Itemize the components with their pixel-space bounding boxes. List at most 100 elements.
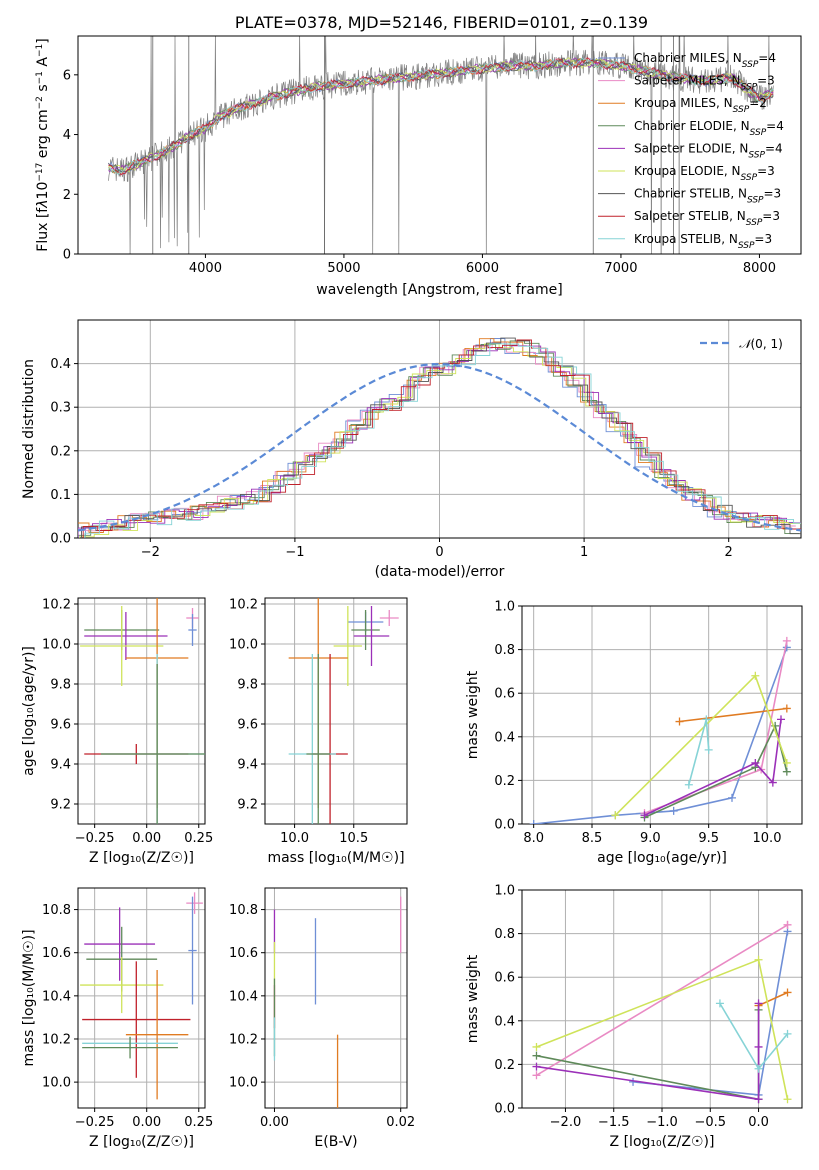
series-line-1 bbox=[644, 640, 788, 814]
x-tick-label: 2 bbox=[725, 545, 733, 560]
series-marker bbox=[751, 758, 760, 767]
series-marker bbox=[783, 1029, 792, 1038]
y-tick-label: 0.4 bbox=[494, 730, 515, 745]
x-axis-label: (data-model)/error bbox=[375, 564, 505, 580]
x-axis-label: E(B-V) bbox=[314, 1134, 357, 1150]
series-marker bbox=[754, 1095, 763, 1104]
series-marker bbox=[754, 955, 763, 964]
series-marker bbox=[611, 811, 620, 820]
series-marker bbox=[782, 758, 791, 767]
y-tick-label: 10.6 bbox=[229, 946, 258, 961]
y-tick-label: 9.2 bbox=[50, 798, 71, 813]
y-tick-label: 10.2 bbox=[42, 598, 71, 613]
series-marker bbox=[783, 988, 792, 997]
y-axis-label: Normed distribution bbox=[21, 359, 37, 499]
y-tick-label: 0 bbox=[63, 248, 71, 263]
axes-frame bbox=[264, 887, 408, 1109]
x-tick-label: 4000 bbox=[189, 261, 222, 276]
legend-entry: Chabrier ELODIE, NSSP=4 bbox=[634, 119, 784, 138]
series-marker bbox=[715, 999, 724, 1008]
x-axis-label: Z [log₁₀(Z/Z☉)] bbox=[89, 1134, 194, 1150]
y-tick-label: 0.2 bbox=[494, 1058, 515, 1073]
series-line-4 bbox=[536, 1003, 760, 1101]
y-tick-label: 0.8 bbox=[494, 927, 515, 942]
errorbar-point bbox=[353, 606, 390, 666]
x-tick-label: 1 bbox=[580, 545, 588, 560]
errorbar-point bbox=[188, 614, 197, 646]
series-line-0 bbox=[533, 647, 788, 824]
series-marker bbox=[532, 1042, 541, 1051]
x-tick-label: 10.0 bbox=[753, 831, 782, 846]
histogram-traces bbox=[78, 337, 801, 538]
y-axis-label: age [log₁₀(age/yr)] bbox=[21, 646, 37, 776]
x-tick-label: 6000 bbox=[466, 261, 499, 276]
panel-weight-vs-age: 8.0 8.5 9.0 9.5 10.0 0.0 0.2 0.4 0.6 0.8 1.0 age [l… bbox=[465, 600, 803, 866]
errorbar-point bbox=[82, 1036, 178, 1059]
axes-frame bbox=[77, 597, 206, 825]
legend-entry: Kroupa STELIB, NSSP=3 bbox=[634, 232, 772, 251]
y-tick-label: 0.4 bbox=[494, 1014, 515, 1029]
x-tick-label: 5000 bbox=[327, 261, 360, 276]
x-axis-label: age [log₁₀(age/yr)] bbox=[597, 850, 727, 866]
histogram-step-8 bbox=[84, 343, 801, 538]
y-tick-label: 10.0 bbox=[229, 638, 258, 653]
x-axis-label: Z [log₁₀(Z/Z☉)] bbox=[610, 1134, 715, 1150]
series-line-6 bbox=[719, 1002, 789, 1071]
x-tick-label: 0.0 bbox=[748, 1115, 769, 1130]
legend-entry: Chabrier MILES, NSSP=4 bbox=[634, 51, 776, 70]
x-axis-label: mass [log₁₀(M/M☉)] bbox=[267, 850, 404, 866]
legend-entry: Kroupa ELODIE, NSSP=3 bbox=[634, 164, 775, 183]
axes-frame bbox=[521, 605, 803, 825]
y-tick-label: 10.0 bbox=[42, 1076, 71, 1091]
y-tick-label: 0.3 bbox=[50, 401, 71, 416]
series-marker bbox=[669, 806, 678, 815]
series-marker bbox=[751, 671, 760, 680]
errorbar-points bbox=[80, 598, 205, 824]
series-marker bbox=[684, 780, 693, 789]
errorbar-point bbox=[84, 612, 168, 660]
x-tick-label: −1.5 bbox=[598, 1115, 630, 1130]
chart-title: PLATE=0378, MJD=52146, FIBERID=0101, z=0… bbox=[235, 13, 648, 32]
axes-frame bbox=[77, 319, 802, 539]
x-axis-label: Z [log₁₀(Z/Z☉)] bbox=[89, 850, 194, 866]
series-line-2 bbox=[679, 707, 787, 723]
legend-entry: Chabrier STELIB, NSSP=3 bbox=[634, 187, 781, 206]
errorbar-point bbox=[100, 664, 205, 824]
series-marker bbox=[777, 715, 785, 724]
y-tick-label: 0.8 bbox=[494, 643, 515, 658]
errorbar-points bbox=[273, 896, 402, 1108]
series-line-2 bbox=[758, 991, 788, 1007]
y-tick-label: 10.6 bbox=[42, 946, 71, 961]
y-tick-label: 10.2 bbox=[42, 1032, 71, 1047]
model-spectrum-6 bbox=[108, 57, 774, 173]
y-tick-label: 0.2 bbox=[494, 774, 515, 789]
errorbar-points bbox=[288, 598, 399, 824]
x-tick-label: 7000 bbox=[604, 261, 637, 276]
axes-frame bbox=[77, 35, 802, 255]
y-tick-label: 1.0 bbox=[494, 600, 515, 615]
y-tick-label: 10.4 bbox=[229, 989, 258, 1004]
y-axis-label: mass [log₁₀(M/M☉)] bbox=[21, 929, 37, 1066]
y-tick-label: 9.4 bbox=[50, 758, 71, 773]
y-tick-label: 10.8 bbox=[229, 903, 258, 918]
y-tick-label: 0.0 bbox=[50, 532, 71, 547]
series-marker bbox=[532, 1071, 541, 1080]
errorbar-point bbox=[82, 961, 191, 1078]
x-tick-label: −0.25 bbox=[75, 1115, 115, 1130]
y-tick-label: 10.2 bbox=[229, 1032, 258, 1047]
series-marker bbox=[675, 717, 684, 726]
errorbar-point bbox=[333, 606, 363, 686]
weight-lines bbox=[529, 636, 791, 824]
x-tick-label: −0.25 bbox=[75, 831, 115, 846]
x-tick-label: 10.0 bbox=[280, 831, 309, 846]
model-spectrum-5 bbox=[108, 57, 774, 173]
errorbar-point bbox=[351, 610, 380, 650]
y-tick-label: 10.8 bbox=[42, 903, 71, 918]
y-tick-label: 0.6 bbox=[494, 687, 515, 702]
y-axis-label: Flux [fλ10−17 erg cm−2 s−1 A−1] bbox=[35, 38, 51, 251]
x-tick-label: 0.02 bbox=[386, 1115, 415, 1130]
series-line-4 bbox=[644, 719, 782, 817]
x-tick-label: −2.0 bbox=[550, 1115, 582, 1130]
series-marker bbox=[768, 778, 777, 787]
y-tick-label: 9.4 bbox=[237, 758, 258, 773]
